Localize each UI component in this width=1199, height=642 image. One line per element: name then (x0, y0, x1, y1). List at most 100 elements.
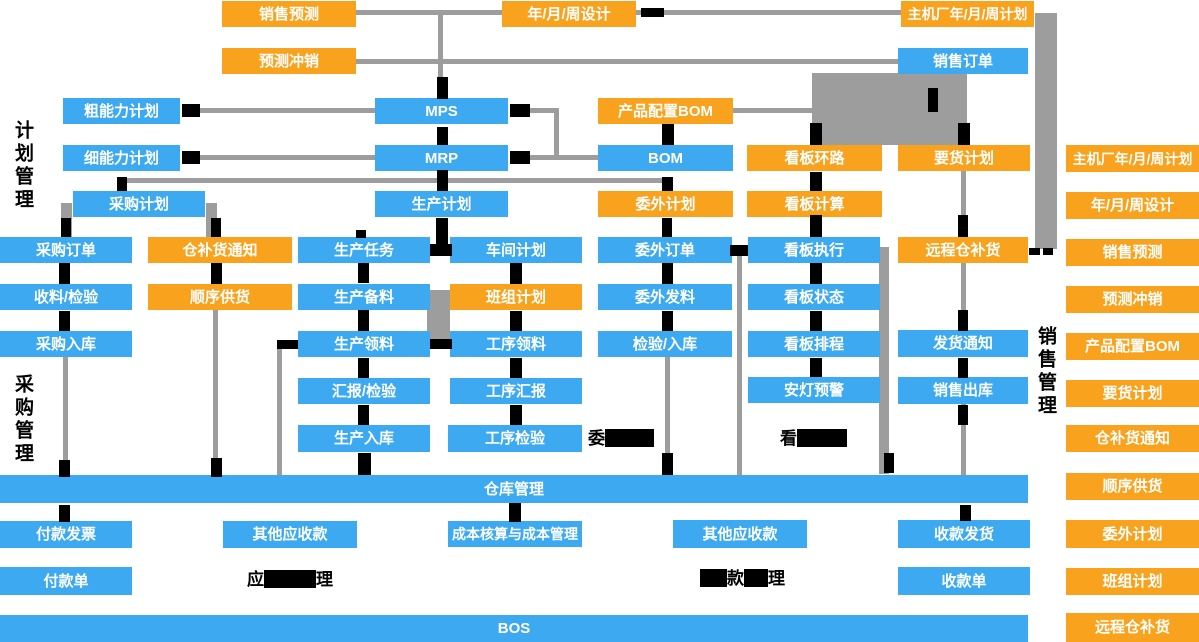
connector-mark (356, 230, 366, 238)
node-right-remote-warehouse-replenish: 远程仓补货 (1066, 613, 1199, 642)
node-warehouse-replenish-notice: 仓补货通知 (148, 237, 292, 263)
line-mrp-to-bom (528, 155, 598, 160)
node-process-report: 工序汇报 (450, 378, 582, 404)
line-design-to-oem (636, 10, 901, 15)
connector-mark (662, 218, 672, 237)
node-production-picking: 生产领料 (298, 331, 430, 357)
payables-management-label: 应理 (247, 570, 333, 588)
tall-gray-column (1035, 13, 1057, 249)
node-right-sequential-supply: 顺序供货 (1066, 473, 1199, 500)
node-bom: BOM (598, 145, 733, 171)
receivables-management-label: 款理 (700, 569, 785, 587)
node-right-outsourcing-plan: 委外计划 (1066, 520, 1199, 548)
visible-text: 委 (588, 428, 605, 448)
connector-mark (662, 453, 673, 475)
redaction-bar (605, 429, 654, 447)
connector-mark (662, 263, 673, 284)
line-junction-to-mps (438, 13, 443, 77)
outsourcing-management-label: 委 (588, 429, 654, 447)
node-production-plan: 生产计划 (375, 191, 508, 217)
node-team-plan: 班组计划 (450, 284, 582, 310)
line-col1-down (63, 357, 68, 476)
line-wide-right-down (879, 247, 889, 474)
node-cost-accounting-management: 成本核算与成本管理 (448, 521, 582, 547)
node-andon-alert: 安灯预警 (748, 377, 880, 403)
section-label-sales-management: 销售管理 (1035, 326, 1056, 418)
node-purchase-order: 采购订单 (0, 237, 132, 263)
small-gray-rect (427, 290, 450, 348)
connector-mark (182, 104, 200, 117)
node-kanban-execution: 看板执行 (748, 237, 880, 263)
line-elbow-down (277, 345, 282, 476)
node-production-material-prep: 生产备料 (298, 284, 430, 310)
node-kanban-scheduling: 看板排程 (748, 331, 880, 357)
node-right-warehouse-replenish-notice: 仓补货通知 (1066, 425, 1199, 452)
redaction-bar (700, 569, 727, 587)
connector-mark (509, 503, 521, 522)
connector-mark (437, 77, 448, 99)
connector-mark (358, 310, 369, 331)
connector-mark (1029, 248, 1040, 255)
line-mps-elbow-v (554, 108, 559, 160)
connector-mark (958, 215, 968, 237)
connector-mark (358, 263, 369, 283)
visible-text: 应 (247, 569, 264, 589)
node-process-inspection: 工序检验 (448, 425, 582, 452)
connector-mark (641, 8, 664, 17)
connector-mark (182, 151, 200, 164)
line-forecast-to-design (356, 10, 502, 15)
node-rough-capacity-plan: 粗能力计划 (63, 98, 180, 124)
node-delivery-request-plan: 要货计划 (898, 145, 1030, 171)
node-right-forecast-offset: 预测冲销 (1066, 286, 1199, 313)
connector-mark (437, 170, 448, 191)
line-remote-to-notice (961, 263, 966, 331)
connector-mark (662, 124, 674, 145)
line-col2-down (213, 310, 218, 476)
connector-mark (928, 88, 938, 112)
connector-mark (510, 263, 522, 284)
connector-mark (810, 263, 822, 284)
node-oem-year-month-week-plan: 主机厂年/月/周计划 (901, 1, 1034, 27)
connector-mark (958, 405, 968, 425)
connector-mark (59, 460, 70, 477)
connector-mark (958, 123, 970, 145)
node-kanban-loop: 看板环路 (747, 145, 882, 171)
connector-mark (358, 358, 369, 378)
line-yaohuo-down (961, 171, 966, 217)
node-kanban-calc: 看板计算 (747, 191, 882, 217)
connector-mark (662, 311, 673, 331)
section-label-purchase-management: 采购管理 (12, 374, 33, 466)
connector-mark (59, 263, 70, 284)
node-process-picking: 工序领料 (450, 331, 582, 357)
node-other-receivables-1: 其他应收款 (223, 521, 357, 548)
line-col5-down (665, 357, 670, 476)
connector-mark (958, 358, 968, 378)
node-product-config-bom: 产品配置BOM (598, 98, 733, 124)
connector-mark (810, 311, 822, 331)
visible-text: 理 (316, 569, 333, 589)
connector-mark (810, 358, 822, 377)
connector-mark (211, 263, 222, 284)
connector-mark (960, 505, 971, 521)
line-detail-to-mrp (198, 155, 375, 160)
node-right-year-month-week-design: 年/月/周设计 (1066, 192, 1199, 219)
node-outsourcing-order: 委外订单 (598, 237, 732, 263)
node-mps: MPS (375, 98, 508, 124)
node-outsourcing-plan: 委外计划 (598, 191, 733, 217)
node-purchase-plan: 采购计划 (73, 191, 205, 217)
node-receiving-inspection: 收料/检验 (0, 284, 132, 310)
connector-mark (430, 244, 452, 256)
node-sales-order: 销售订单 (898, 48, 1028, 74)
node-right-product-config-bom: 产品配置BOM (1066, 333, 1199, 360)
connector-mark (730, 245, 748, 256)
line-offset-to-salesorder (356, 59, 898, 64)
line-mrp-long-horizontal (122, 178, 667, 183)
node-report-inspection: 汇报/检验 (298, 378, 430, 404)
visible-text: 看 (780, 428, 797, 448)
connector-mark (510, 151, 530, 164)
connector-mark (211, 218, 221, 237)
node-right-sales-forecast: 销售预测 (1066, 239, 1199, 266)
node-receipt-delivery: 收款发货 (898, 520, 1030, 548)
connector-mark (277, 340, 298, 349)
